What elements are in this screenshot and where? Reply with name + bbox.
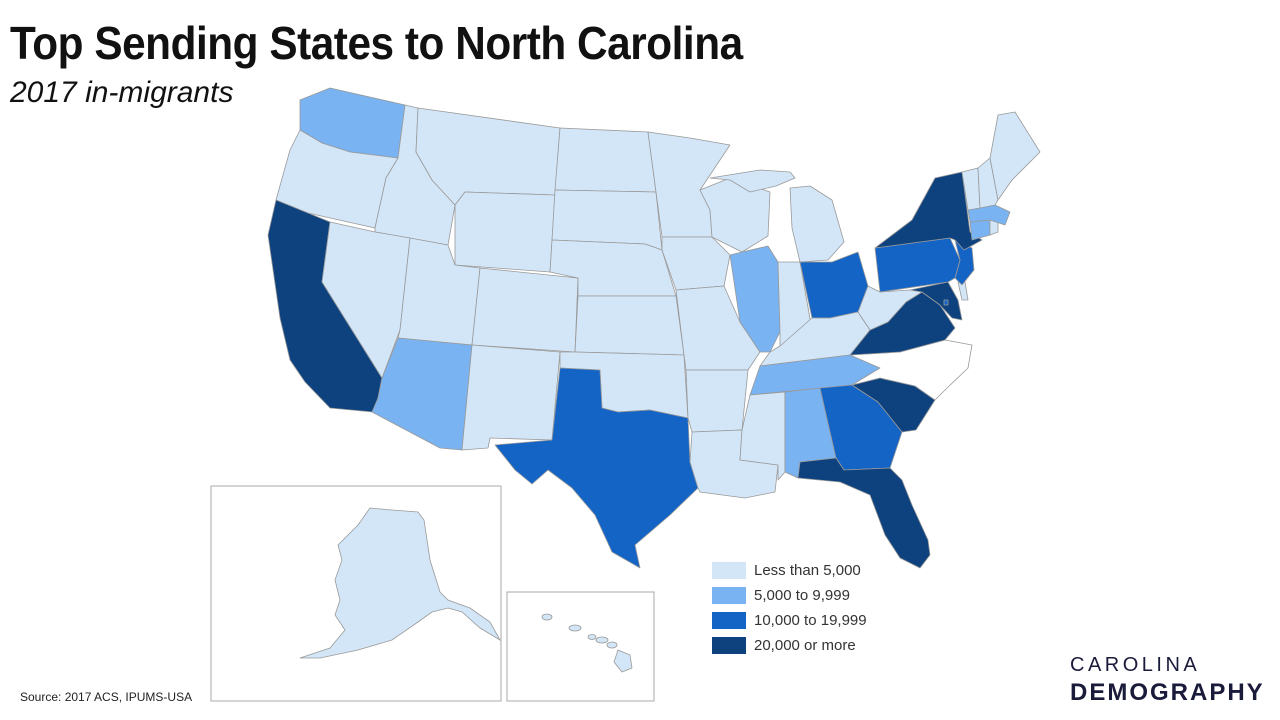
state-NH <box>977 157 999 209</box>
legend: Less than 5,000 5,000 to 9,999 10,000 to… <box>712 558 867 658</box>
state-DC <box>943 299 949 306</box>
state-CT <box>969 219 991 241</box>
state-MI <box>709 169 845 263</box>
state-HI <box>541 613 633 673</box>
state-ND <box>554 127 657 193</box>
state-KS <box>574 295 685 356</box>
state-NM <box>461 344 561 451</box>
legend-swatch <box>712 637 746 654</box>
brand-logo-top: CAROLINA <box>1070 654 1201 676</box>
map-subtitle: 2017 in-migrants <box>10 76 234 109</box>
state-MO <box>675 285 761 371</box>
legend-swatch <box>712 587 746 604</box>
legend-label: 10,000 to 19,999 <box>754 612 867 629</box>
legend-item: Less than 5,000 <box>712 558 867 583</box>
source-note: Source: 2017 ACS, IPUMS-USA <box>20 690 193 704</box>
hawaii-inset-frame <box>506 591 655 702</box>
hawaii-inset <box>506 591 655 702</box>
legend-swatch <box>712 612 746 629</box>
legend-item: 10,000 to 19,999 <box>712 608 867 633</box>
map-title: Top Sending States to North Carolina <box>10 17 743 69</box>
legend-label: 20,000 or more <box>754 637 856 654</box>
state-DE <box>957 281 969 301</box>
state-CO <box>471 267 579 353</box>
state-IA <box>661 236 731 291</box>
state-WY <box>454 191 556 273</box>
legend-label: Less than 5,000 <box>754 562 861 579</box>
legend-item: 20,000 or more <box>712 633 867 658</box>
state-TX <box>494 367 699 569</box>
state-MD <box>909 281 963 321</box>
brand-logo-bottom: DEMOGRAPHY <box>1070 679 1265 706</box>
state-AK <box>299 507 502 659</box>
state-OH <box>799 251 869 319</box>
state-ME <box>989 111 1041 201</box>
legend-swatch <box>712 562 746 579</box>
legend-item: 5,000 to 9,999 <box>712 583 867 608</box>
state-FL <box>797 457 931 569</box>
legend-label: 5,000 to 9,999 <box>754 587 850 604</box>
brand-logo: CAROLINA DEMOGRAPHY <box>1070 654 1265 707</box>
state-AR <box>685 369 749 433</box>
alaska-inset <box>210 485 502 702</box>
